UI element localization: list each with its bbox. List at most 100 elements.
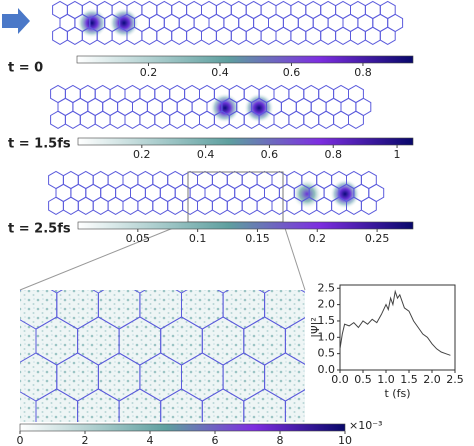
tick-label: 0.15 (245, 232, 270, 245)
hexagon (211, 196, 228, 215)
colorbar (77, 137, 414, 146)
tick-label: 0.4 (197, 148, 215, 161)
hexagon (171, 26, 188, 45)
tick-label: 0.05 (126, 232, 151, 245)
wavepacket (244, 93, 274, 123)
hexagon (182, 196, 198, 215)
hexagon (284, 317, 305, 365)
hexagon (184, 110, 200, 129)
hexagon (260, 26, 277, 45)
hexagon (284, 389, 305, 422)
hexagon (50, 110, 66, 129)
hexagon (94, 110, 111, 129)
hexagon (154, 110, 171, 129)
hexagon (275, 26, 292, 45)
offset-label: ×10⁻³ (349, 419, 382, 432)
hexagon (141, 26, 158, 45)
hexagon (92, 196, 109, 215)
colorbar (19, 423, 346, 432)
zoom-panel (20, 290, 305, 422)
hexagon (139, 110, 156, 129)
y-tick-label: 1.5 (318, 314, 336, 327)
tick-label: 10 (338, 434, 352, 446)
tick-label: 0.25 (365, 232, 390, 245)
hexagon (156, 26, 173, 45)
hexagon (245, 26, 262, 45)
hexagon (64, 110, 81, 129)
x-tick-label: 2.5 (446, 373, 464, 386)
wavepacket (109, 8, 139, 38)
tick-label: 1 (394, 148, 401, 161)
tick-label: 0.2 (309, 232, 327, 245)
tick-label: 6 (212, 434, 219, 446)
y-tick-label: 1.0 (318, 330, 336, 343)
hexagon (169, 110, 186, 129)
hexagon (290, 26, 307, 45)
tick-label: 0.1 (189, 232, 207, 245)
time-label: t = 2.5fs (8, 222, 71, 237)
hexagon (271, 196, 288, 215)
tick-label: 2 (82, 434, 89, 446)
hexagon (107, 196, 124, 215)
hexagon (109, 110, 126, 129)
y-axis-label: |Ψ|² (309, 317, 322, 337)
x-tick-label: 1.5 (400, 373, 418, 386)
hexagon (186, 26, 202, 45)
tick-label: 4 (147, 434, 154, 446)
hexagon (52, 26, 68, 45)
tick-label: 0.6 (283, 66, 301, 79)
hexagon (348, 110, 364, 129)
colorbar (77, 221, 414, 230)
hexagon (379, 26, 396, 45)
hexagon (62, 196, 79, 215)
x-tick-label: 1.0 (377, 373, 395, 386)
hexagon (305, 26, 322, 45)
y-tick-label: 2.5 (318, 281, 336, 294)
x-axis-label: t (fs) (385, 387, 411, 400)
input-arrow (2, 8, 30, 34)
tick-label: 0.6 (261, 148, 279, 161)
hexagon (273, 110, 290, 129)
hexagon (152, 196, 169, 215)
tick-label: 0.8 (354, 66, 372, 79)
hexagon (364, 26, 381, 45)
hexagon (124, 110, 141, 129)
tick-label: 0.4 (211, 66, 229, 79)
zoom-line (282, 221, 306, 291)
tick-label: 0.2 (140, 66, 158, 79)
hexagon (230, 26, 247, 45)
tick-label: 0.2 (133, 148, 151, 161)
hexagon (360, 196, 377, 215)
zoom-line (19, 221, 189, 291)
hexagon (167, 196, 184, 215)
colorbar (76, 55, 414, 64)
hexagon (335, 26, 351, 45)
hexagon (215, 26, 232, 45)
hexagon (79, 110, 96, 129)
tick-label: 0 (17, 434, 24, 446)
hexagon (303, 110, 320, 129)
x-tick-label: 0.5 (354, 373, 372, 386)
time-label: t = 1.5fs (8, 137, 71, 152)
time-label: t = 0 (8, 61, 43, 76)
hexagon (241, 196, 258, 215)
wavepacket (330, 179, 360, 209)
line (339, 289, 451, 356)
x-tick-label: 0.0 (331, 373, 349, 386)
hexagon (333, 110, 349, 129)
wavepacket (77, 8, 107, 38)
hexagon (201, 26, 217, 45)
x-tick-label: 2.0 (423, 373, 441, 386)
wavepacket (292, 179, 322, 209)
hexagon (318, 110, 335, 129)
plot-frame (339, 284, 456, 371)
hexagon (122, 196, 139, 215)
hexagon (350, 26, 366, 45)
hexagon (77, 196, 94, 215)
hexagon (197, 196, 213, 215)
hexagon (256, 196, 273, 215)
hexagon (226, 196, 243, 215)
hexagon (316, 196, 333, 215)
y-tick-label: 0.0 (318, 363, 336, 376)
